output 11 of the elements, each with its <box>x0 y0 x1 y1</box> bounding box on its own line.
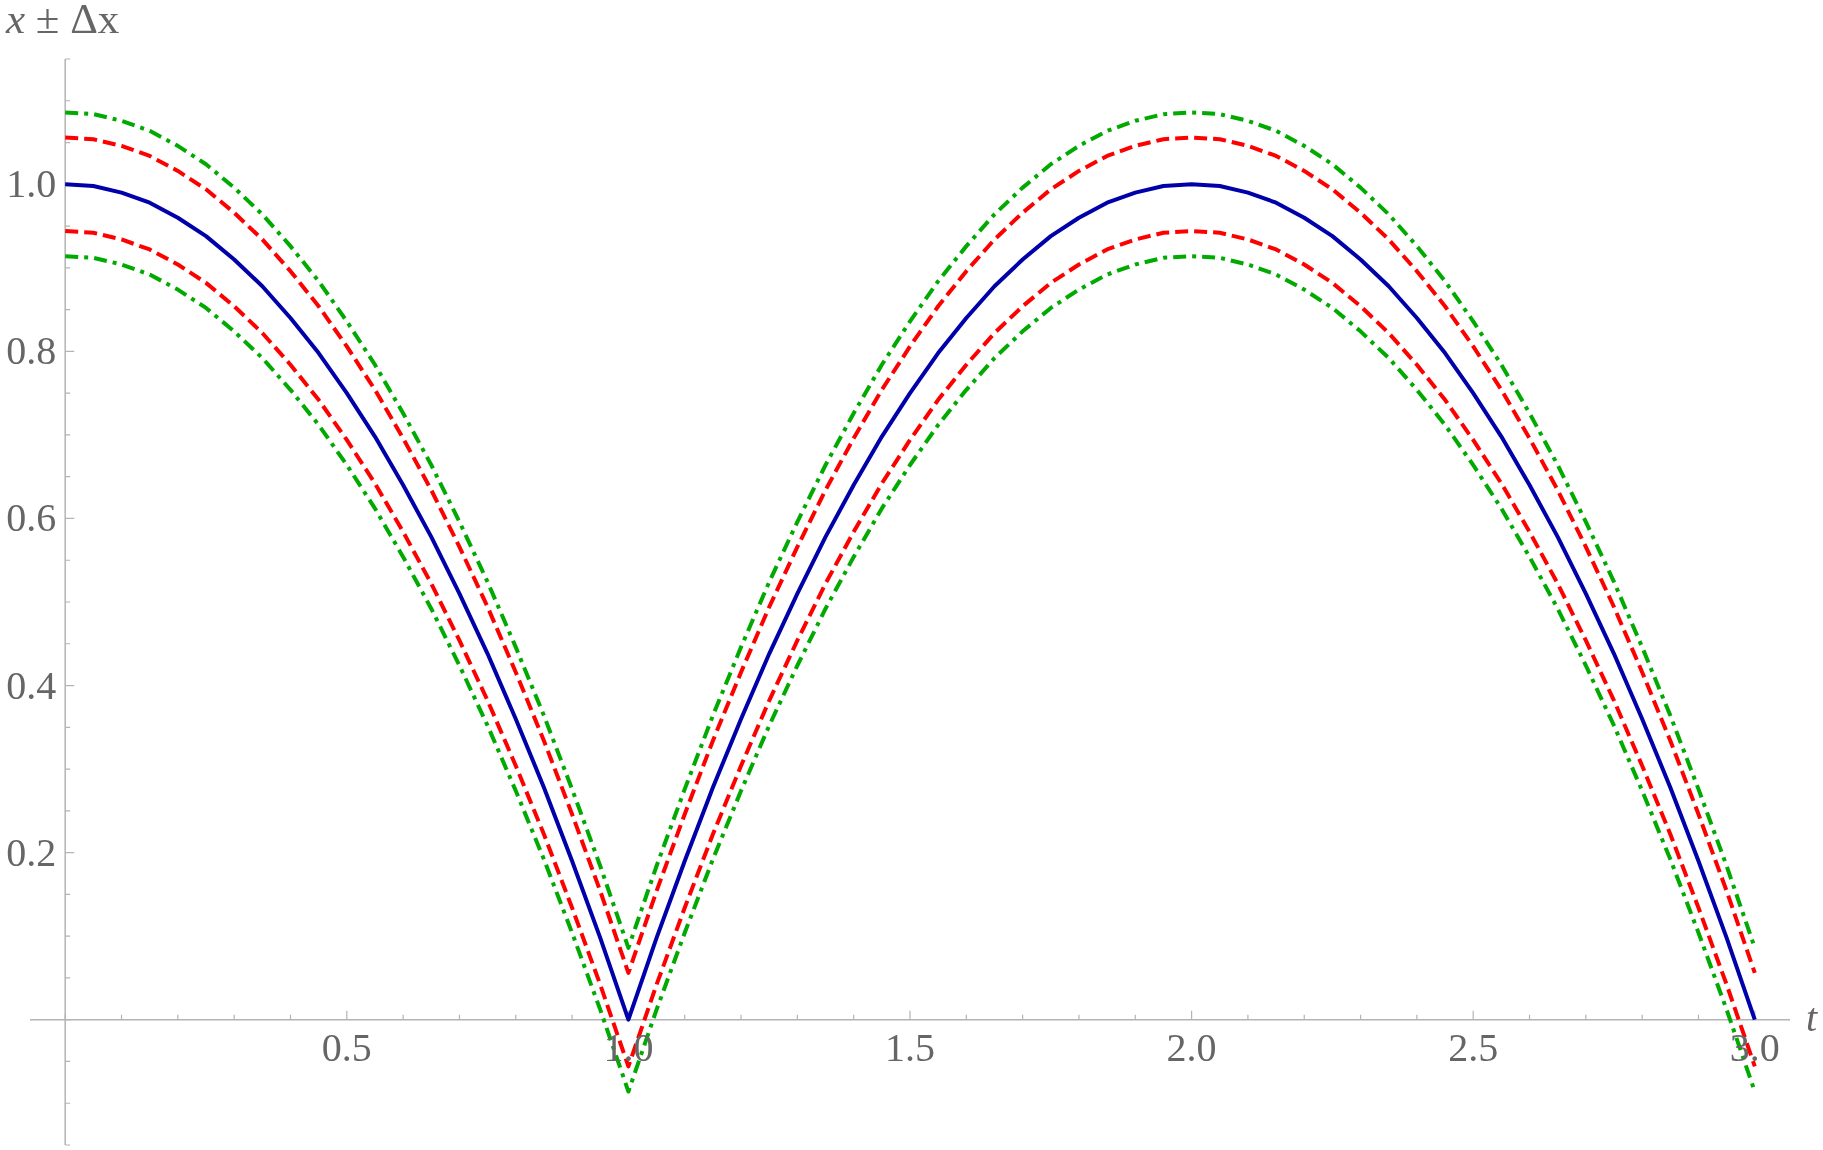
y-tick-label: 0.4 <box>6 662 57 708</box>
x-axis-title: t <box>1806 994 1818 1040</box>
y-tick-label: 0.2 <box>6 829 57 875</box>
y-tick-label: 0.6 <box>6 495 57 541</box>
x-tick-label: 2.5 <box>1448 1024 1499 1070</box>
x-tick-label: 0.5 <box>321 1024 372 1070</box>
y-axis-title: x ± Δx <box>6 0 120 42</box>
y-tick-label: 1.0 <box>6 161 57 207</box>
x-tick-label: 2.0 <box>1166 1024 1217 1070</box>
y-tick-label: 0.8 <box>6 328 57 374</box>
x-tick-label: 1.5 <box>885 1024 935 1070</box>
